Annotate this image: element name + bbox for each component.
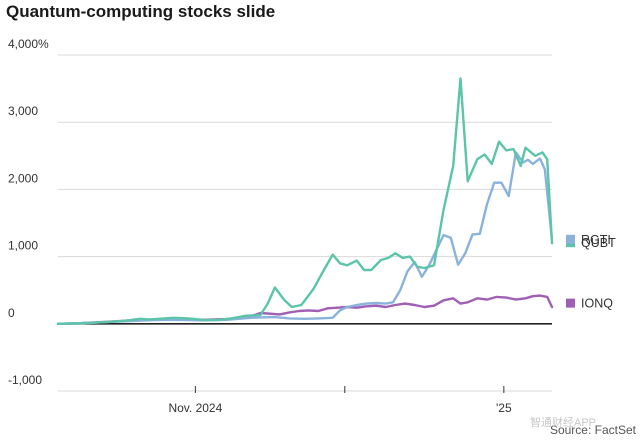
x-tick-label: Nov. 2024 (168, 401, 222, 415)
series-line-qubt (56, 77, 554, 325)
legend-swatch-rgti (566, 234, 575, 244)
y-tick-label: 0 (8, 306, 15, 320)
legend-label-qubt: QUBT (581, 236, 616, 250)
y-tick-label: 3,000 (8, 104, 38, 118)
chart-title: Quantum-computing stocks slide (6, 2, 275, 21)
y-tick-label: 4,000% (8, 37, 49, 51)
legend-label-ionq: IONQ (581, 297, 613, 311)
y-tick-label: -1,000 (8, 373, 42, 387)
y-axis-ticks: 4,000% 3,000 2,000 1,000 0 -1,000 (8, 37, 49, 387)
legend-label-rgti: RGTI (581, 233, 611, 247)
y-tick-label: 1,000 (8, 239, 38, 253)
watermark-text: 智通财经APP (530, 415, 596, 429)
gridlines (58, 54, 552, 392)
x-tick-label: '25 (496, 401, 512, 415)
legend-swatch-ionq (566, 298, 575, 308)
source-note: Source: FactSet (550, 423, 637, 437)
x-axis-ticks: Nov. 2024 '25 (168, 386, 512, 415)
y-tick-label: 2,000 (8, 171, 38, 185)
series-lines (56, 77, 554, 325)
